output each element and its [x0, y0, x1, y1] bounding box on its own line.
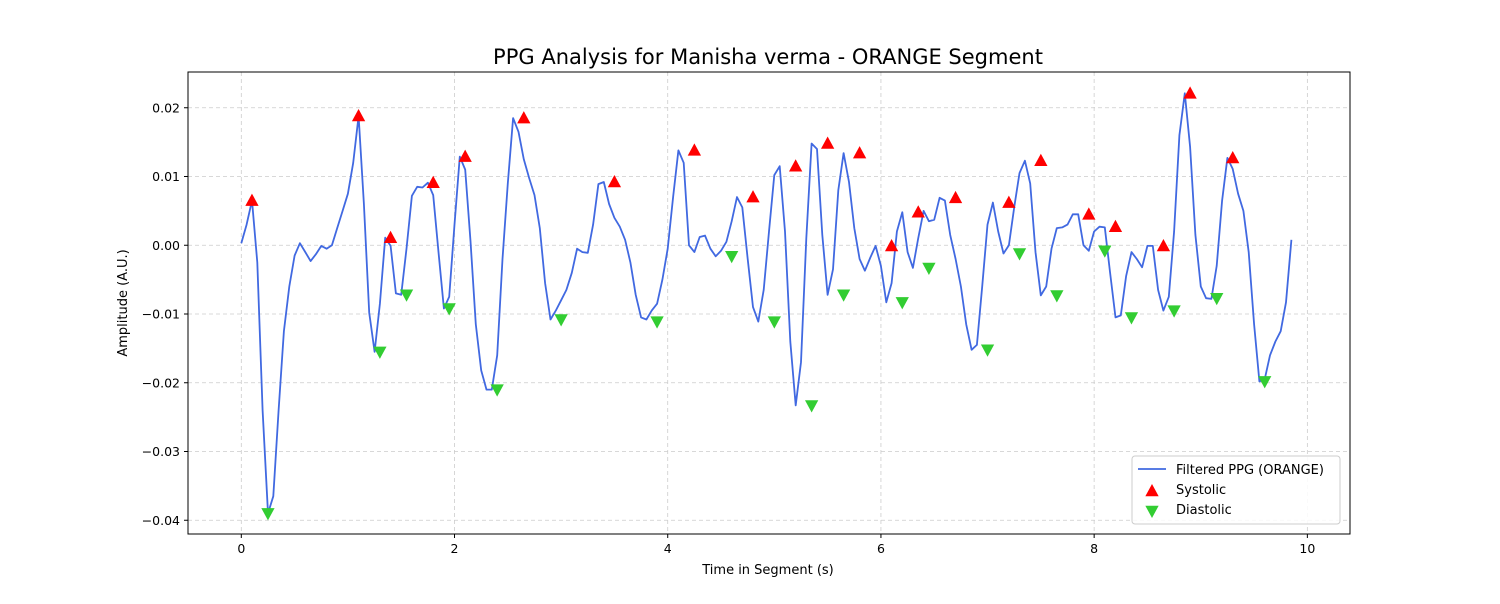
diastolic-marker [836, 289, 851, 302]
legend-box [1131, 455, 1341, 525]
systolic-marker [911, 205, 925, 218]
ppg-line [240, 92, 1293, 515]
y-tick-label: 0.00 [152, 238, 180, 253]
systolic-marker [245, 193, 259, 206]
y-tick-label: 0.02 [152, 100, 180, 115]
plot-frame [187, 71, 1351, 535]
diastolic-marker [725, 251, 739, 264]
x-tick-label: 10 [1299, 541, 1315, 556]
x-axis-label: Time in Segment (s) [701, 563, 833, 578]
diastolic-marker [1210, 292, 1224, 306]
axes: 0 2 4 6 8 10 −0.04 −0.03 −0.02 −0.01 0.00 0.01 0.02 [142, 71, 1351, 556]
legend-label: Systolic [1176, 483, 1226, 498]
systolic-marker [1156, 238, 1171, 252]
x-tick-label: 4 [664, 541, 672, 556]
diastolic-marker [767, 316, 781, 329]
diastolic-marker [1012, 248, 1027, 261]
systolic-marker [351, 109, 366, 122]
diastolic-marker [261, 508, 275, 521]
y-axis-label: Amplitude (A.U.) [116, 249, 131, 356]
systolic-marker [789, 159, 803, 172]
diastolic-marker [650, 316, 664, 329]
systolic-marker [1002, 195, 1016, 208]
diastolic-marker [442, 303, 456, 316]
systolic-marker [852, 146, 867, 159]
diastolic-marker [399, 289, 414, 302]
systolic-marker [383, 230, 398, 243]
diastolic-marker [1124, 312, 1139, 325]
diastolic-marker [895, 297, 909, 310]
systolic-marker [687, 143, 702, 156]
systolic-marker [948, 190, 963, 204]
y-tick-label: 0.01 [152, 169, 180, 184]
y-tick-label: −0.04 [142, 513, 180, 528]
systolic-marker [820, 136, 835, 149]
systolic-marker [1082, 207, 1096, 220]
diastolic-marker [804, 400, 819, 413]
diastolic-marker [490, 384, 504, 397]
systolic-marker [884, 238, 899, 252]
x-tick-label: 8 [1090, 541, 1098, 556]
diastolic-marker [922, 262, 936, 275]
systolic-marker [426, 175, 440, 188]
diastolic-marker [980, 344, 995, 357]
diastolic-marker [373, 346, 387, 359]
plot-series [240, 86, 1293, 521]
x-tick-label: 6 [877, 541, 885, 556]
legend: Filtered PPG (ORANGE) Systolic Diastolic [1131, 455, 1341, 525]
diastolic-marker [1098, 245, 1112, 258]
legend-label: Diastolic [1176, 503, 1232, 518]
legend-label: Filtered PPG (ORANGE) [1176, 463, 1324, 478]
chart-title: PPG Analysis for Manisha verma - ORANGE … [493, 45, 1043, 69]
legend-diastolic-swatch [1145, 505, 1159, 518]
x-tick-label: 2 [451, 541, 459, 556]
systolic-marker [746, 190, 760, 203]
legend-systolic-swatch [1145, 484, 1159, 497]
diastolic-marker [1050, 290, 1064, 303]
systolic-marker [1226, 150, 1240, 164]
systolic-marker [607, 175, 622, 188]
systolic-marker [1034, 153, 1048, 166]
diastolic-marker [554, 314, 568, 327]
x-tick-label: 0 [237, 541, 245, 556]
diastolic-marker [1167, 305, 1181, 318]
systolic-marker [1183, 86, 1197, 99]
y-tick-label: −0.01 [142, 307, 180, 322]
diastolic-marker [1258, 376, 1272, 389]
y-tick-label: −0.02 [142, 375, 180, 390]
systolic-marker [458, 149, 472, 162]
systolic-marker [517, 111, 531, 124]
systolic-marker [1108, 219, 1123, 232]
y-tick-label: −0.03 [142, 444, 180, 459]
